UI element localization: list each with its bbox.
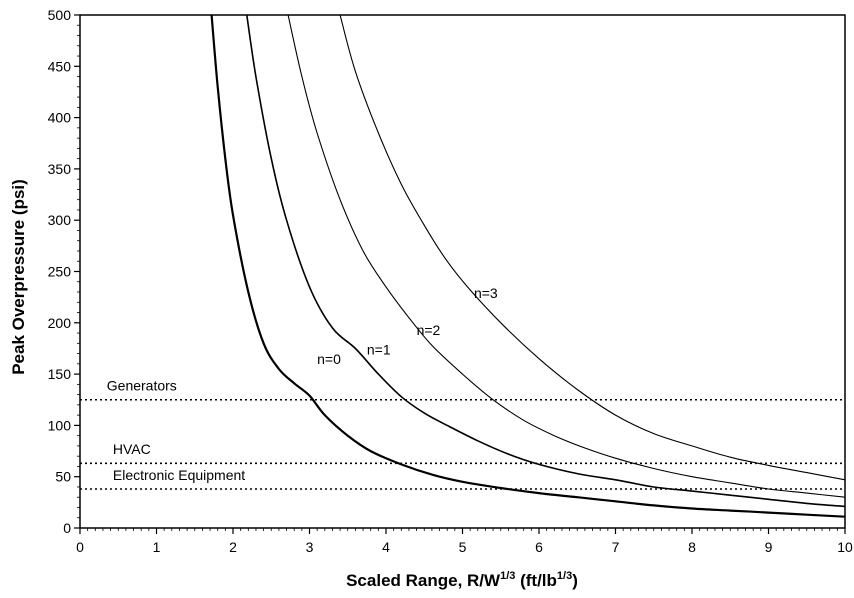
reference-line-label: Electronic Equipment: [113, 467, 245, 483]
curve-label: n=2: [417, 322, 441, 338]
y-tick-label: 0: [63, 520, 71, 536]
curve-n0: [210, 14, 846, 518]
curve-label: n=1: [367, 342, 391, 358]
x-axis-title-mid: (ft/lb: [515, 571, 557, 590]
x-axis-title-main: Scaled Range, R/W: [346, 571, 501, 590]
x-tick-label: 7: [612, 539, 620, 555]
x-tick-label: 6: [535, 539, 543, 555]
y-tick-label: 300: [48, 212, 72, 228]
x-tick-label: 1: [153, 539, 161, 555]
x-axis-title-end: ): [572, 571, 578, 590]
reference-line-label: Generators: [107, 378, 177, 394]
curves: [210, 14, 846, 518]
y-tick-label: 200: [48, 315, 72, 331]
plot-border: [79, 14, 846, 529]
x-axis-title-exp2: 1/3: [557, 570, 572, 582]
x-tick-label: 3: [306, 539, 314, 555]
x-tick-label: 2: [229, 539, 237, 555]
x-tick-label: 5: [459, 539, 467, 555]
x-tick-label: 9: [765, 539, 773, 555]
y-tick-label: 250: [48, 264, 72, 280]
x-tick-label: 4: [382, 539, 390, 555]
x-tick-label: 8: [688, 539, 696, 555]
curve-label: n=0: [317, 351, 341, 367]
y-tick-label: 150: [48, 366, 72, 382]
curve-n1: [246, 14, 846, 508]
curve-n3: [339, 14, 846, 481]
y-axis-title: Peak Overpressure (psi): [9, 179, 28, 375]
plot-frame: [79, 14, 846, 529]
x-tick-label: 0: [76, 539, 84, 555]
y-tick-label: 400: [48, 110, 72, 126]
labels: 0 1 2 3 4 5 6 7 8 9 100501001502002503003504004505…: [48, 7, 853, 555]
y-tick-label: 100: [48, 417, 72, 433]
x-axis-title-exp1: 1/3: [500, 570, 515, 582]
x-axis-title: Scaled Range, R/W1/3 (ft/lb1/3): [346, 570, 578, 590]
y-tick-label: 500: [48, 7, 72, 23]
reference-line-label: HVAC: [113, 441, 151, 457]
y-tick-label: 450: [48, 58, 72, 74]
curve-n2: [287, 14, 846, 498]
curve-label: n=3: [474, 285, 498, 301]
x-tick-label: 10: [837, 539, 853, 555]
y-tick-label: 350: [48, 161, 72, 177]
y-tick-label: 50: [55, 469, 71, 485]
axis-ticks: [74, 14, 846, 534]
